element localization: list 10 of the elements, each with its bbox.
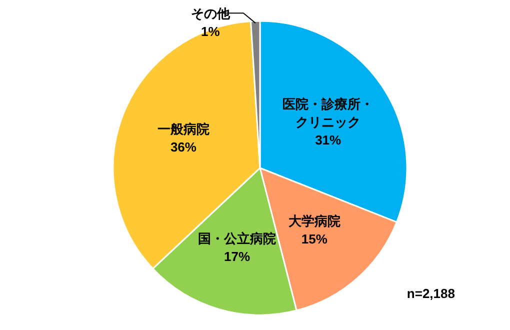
slice-label: 一般病院: [157, 122, 210, 137]
slice-label: 国・公立病院: [198, 231, 276, 246]
data-label: 36%: [170, 140, 197, 155]
slice-label: 医院・診療所・クリニック: [282, 96, 374, 130]
text: n=2,188: [406, 286, 455, 301]
data-label: 31%: [315, 132, 342, 148]
data-label: 17%: [224, 249, 250, 264]
slice-label: 大学病院: [288, 214, 340, 229]
slice-label: その他: [190, 6, 231, 22]
data-label: 15%: [301, 232, 328, 247]
